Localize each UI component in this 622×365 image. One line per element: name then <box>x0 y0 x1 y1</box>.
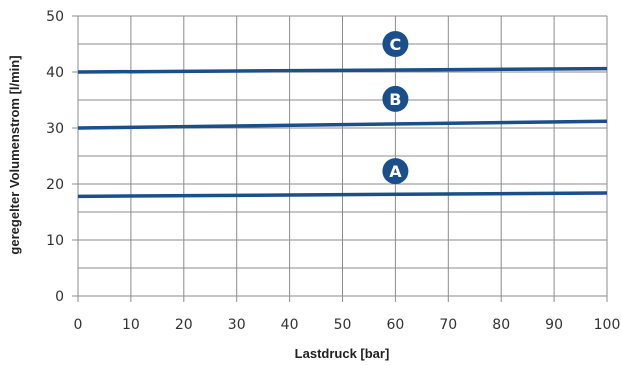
x-tick-label: 60 <box>386 317 404 333</box>
series-line-a <box>77 191 608 199</box>
x-tick-label: 30 <box>228 317 246 333</box>
x-tick-label: 70 <box>439 317 457 333</box>
series-marker-label: B <box>389 90 401 109</box>
x-tick-label: 10 <box>122 317 140 333</box>
series-markers: A B C <box>382 31 409 185</box>
y-tick-label: 40 <box>46 65 64 81</box>
series-lines <box>77 66 608 199</box>
x-axis-label: Lastdruck [bar] <box>295 346 390 361</box>
y-tick-label: 0 <box>55 289 64 305</box>
x-tick-label: 0 <box>74 317 83 333</box>
grid <box>72 15 608 302</box>
series-marker-a <box>382 158 409 185</box>
y-tick-label: 30 <box>46 121 64 137</box>
series-marker-b <box>382 85 409 112</box>
series-marker-c <box>382 31 409 57</box>
y-tick-label: 10 <box>46 233 64 249</box>
x-tick-label: 100 <box>594 317 621 333</box>
y-tick-labels: 0 10 20 30 40 50 <box>46 9 64 305</box>
x-tick-label: 90 <box>545 317 563 333</box>
x-tick-label: 40 <box>281 317 299 333</box>
y-axis-label: geregelter Volumenstrom [l/min] <box>7 55 22 254</box>
series-line-c <box>77 66 608 74</box>
x-tick-label: 80 <box>492 317 510 333</box>
x-tick-label: 50 <box>334 317 352 333</box>
series-marker-label: C <box>390 35 402 54</box>
x-tick-labels: 0 10 20 30 40 50 60 70 80 90 100 <box>74 317 621 333</box>
x-tick-label: 20 <box>175 317 193 333</box>
series-line-b <box>77 119 608 130</box>
y-tick-label: 50 <box>46 9 64 25</box>
y-tick-label: 20 <box>46 177 64 193</box>
series-marker-label: A <box>389 162 402 181</box>
